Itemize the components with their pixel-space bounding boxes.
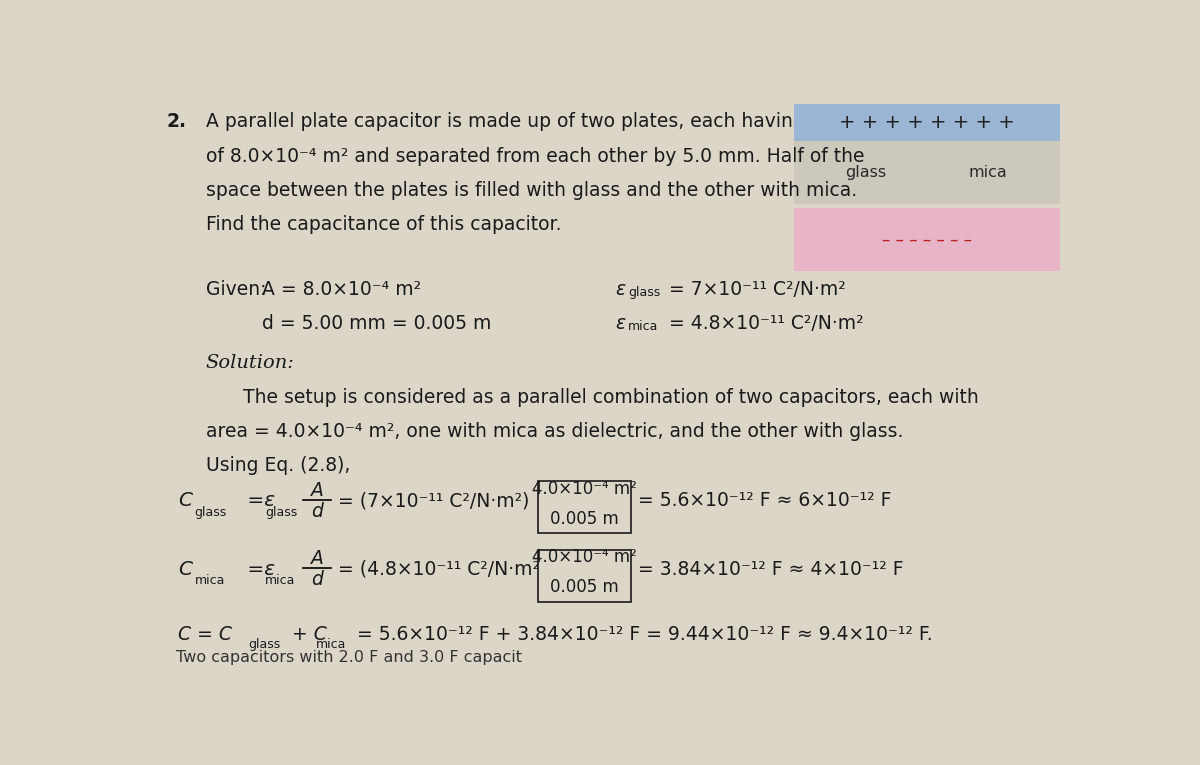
Text: Given:: Given: <box>206 280 278 299</box>
Text: 0.005 m: 0.005 m <box>550 578 619 596</box>
Text: Two capacitors with 2.0 F and 3.0 F capacit: Two capacitors with 2.0 F and 3.0 F capa… <box>176 650 522 666</box>
Text: = 5.6×10⁻¹² F ≈ 6×10⁻¹² F: = 5.6×10⁻¹² F ≈ 6×10⁻¹² F <box>638 491 892 510</box>
Text: glass: glass <box>628 286 660 299</box>
Text: d = 5.00 mm = 0.005 m: d = 5.00 mm = 0.005 m <box>262 314 491 334</box>
Bar <box>794 207 1060 272</box>
Text: of 8.0×10⁻⁴ m² and separated from each other by 5.0 mm. Half of the: of 8.0×10⁻⁴ m² and separated from each o… <box>206 147 864 165</box>
Text: d: d <box>312 570 323 589</box>
Text: glass: glass <box>265 506 298 519</box>
Bar <box>794 103 1060 141</box>
Text: mica: mica <box>968 165 1007 180</box>
Text: 0.005 m: 0.005 m <box>550 509 619 528</box>
Text: A parallel plate capacitor is made up of two plates, each having an area: A parallel plate capacitor is made up of… <box>206 112 882 132</box>
Text: + C: + C <box>286 624 326 643</box>
Text: area = 4.0×10⁻⁴ m², one with mica as dielectric, and the other with glass.: area = 4.0×10⁻⁴ m², one with mica as die… <box>206 422 904 441</box>
Text: space between the plates is filled with glass and the other with mica.: space between the plates is filled with … <box>206 181 857 200</box>
Text: C: C <box>178 491 192 510</box>
Text: mica: mica <box>265 575 295 588</box>
Text: – – – – – – –: – – – – – – – <box>882 230 972 249</box>
Text: The setup is considered as a parallel combination of two capacitors, each with: The setup is considered as a parallel co… <box>242 388 979 407</box>
Text: = 5.6×10⁻¹² F + 3.84×10⁻¹² F = 9.44×10⁻¹² F ≈ 9.4×10⁻¹² F.: = 5.6×10⁻¹² F + 3.84×10⁻¹² F = 9.44×10⁻¹… <box>350 624 932 643</box>
Text: mica: mica <box>628 321 659 334</box>
Text: d: d <box>312 502 323 521</box>
Text: glass: glass <box>194 506 227 519</box>
Text: A = 8.0×10⁻⁴ m²: A = 8.0×10⁻⁴ m² <box>262 280 421 299</box>
Bar <box>538 481 631 533</box>
Text: glass: glass <box>846 165 887 180</box>
Text: =ε: =ε <box>241 560 275 578</box>
Text: C: C <box>178 560 192 578</box>
Text: Using Eq. (2.8),: Using Eq. (2.8), <box>206 457 350 475</box>
Text: 4.0×10⁻⁴ m²: 4.0×10⁻⁴ m² <box>532 549 637 566</box>
Text: 2.: 2. <box>167 112 187 132</box>
Text: = 4.8×10⁻¹¹ C²/N·m²: = 4.8×10⁻¹¹ C²/N·m² <box>668 314 864 334</box>
Text: Solution:: Solution: <box>206 354 295 372</box>
Text: A: A <box>311 549 324 568</box>
Bar <box>538 550 631 601</box>
Text: mica: mica <box>316 638 346 651</box>
Text: = (7×10⁻¹¹ C²/N·m²): = (7×10⁻¹¹ C²/N·m²) <box>338 491 529 510</box>
Text: + + + + + + + +: + + + + + + + + <box>839 112 1015 132</box>
Bar <box>794 141 1060 204</box>
Text: =ε: =ε <box>241 491 275 510</box>
Text: $\epsilon$: $\epsilon$ <box>616 280 626 299</box>
Text: C = C: C = C <box>178 624 232 643</box>
Text: = 7×10⁻¹¹ C²/N·m²: = 7×10⁻¹¹ C²/N·m² <box>668 280 846 299</box>
Text: mica: mica <box>194 575 226 588</box>
Text: $\epsilon$: $\epsilon$ <box>616 314 626 334</box>
Text: 4.0×10⁻⁴ m²: 4.0×10⁻⁴ m² <box>532 480 637 498</box>
Text: A: A <box>311 480 324 500</box>
Text: Find the capacitance of this capacitor.: Find the capacitance of this capacitor. <box>206 215 562 234</box>
Text: glass: glass <box>248 638 281 651</box>
Text: = 3.84×10⁻¹² F ≈ 4×10⁻¹² F: = 3.84×10⁻¹² F ≈ 4×10⁻¹² F <box>638 560 904 578</box>
Text: = (4.8×10⁻¹¹ C²/N·m²): = (4.8×10⁻¹¹ C²/N·m²) <box>338 560 547 578</box>
